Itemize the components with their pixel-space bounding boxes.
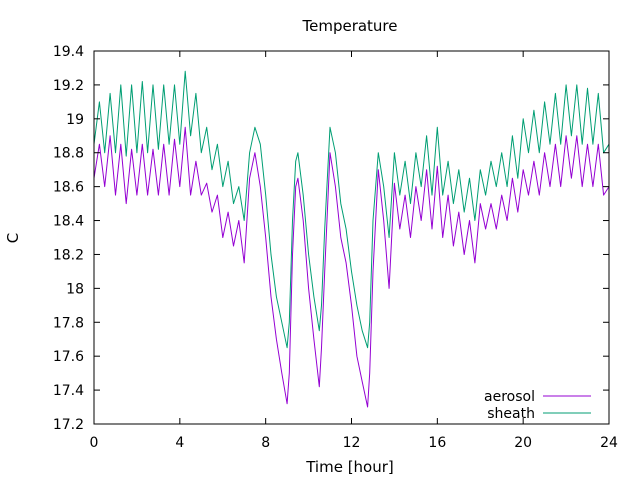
chart-title: Temperature bbox=[301, 17, 397, 35]
x-tick-label: 20 bbox=[514, 435, 532, 451]
ticks-layer: 0 4 8 12 16 20 24 17.2 17.4 17.6 17.8 18 18.2 18.4 18.… bbox=[53, 44, 618, 451]
y-tick-label: 18.6 bbox=[53, 180, 84, 196]
plot-frame bbox=[93, 50, 610, 425]
y-tick-label: 18.8 bbox=[53, 146, 84, 162]
y-tick-label: 17.6 bbox=[53, 349, 84, 365]
x-tick-label: 0 bbox=[90, 435, 99, 451]
y-tick-label: 19.4 bbox=[53, 44, 84, 60]
y-tick-label: 18.4 bbox=[53, 214, 84, 230]
y-axis-label: C bbox=[4, 233, 22, 243]
y-tick-label: 19.2 bbox=[53, 78, 84, 94]
y-tick-label: 17.2 bbox=[53, 417, 84, 433]
series-layer bbox=[93, 70, 610, 408]
x-axis-label: Time [hour] bbox=[305, 458, 394, 476]
x-tick-label: 16 bbox=[428, 435, 446, 451]
y-tick-label: 18.2 bbox=[53, 247, 84, 263]
y-tick-label: 19 bbox=[66, 112, 84, 128]
legend-label-aerosol: aerosol bbox=[484, 389, 535, 405]
x-tick-label: 8 bbox=[261, 435, 270, 451]
series-line-aerosol bbox=[93, 126, 610, 408]
x-tick-label: 24 bbox=[600, 435, 618, 451]
legend-label-sheath: sheath bbox=[487, 406, 535, 422]
x-tick-label: 12 bbox=[343, 435, 361, 451]
y-tick-label: 17.4 bbox=[53, 383, 84, 399]
y-tick-label: 18 bbox=[66, 281, 84, 297]
x-tick-label: 4 bbox=[175, 435, 184, 451]
series-line-sheath bbox=[93, 70, 610, 349]
y-tick-label: 17.8 bbox=[53, 315, 84, 331]
